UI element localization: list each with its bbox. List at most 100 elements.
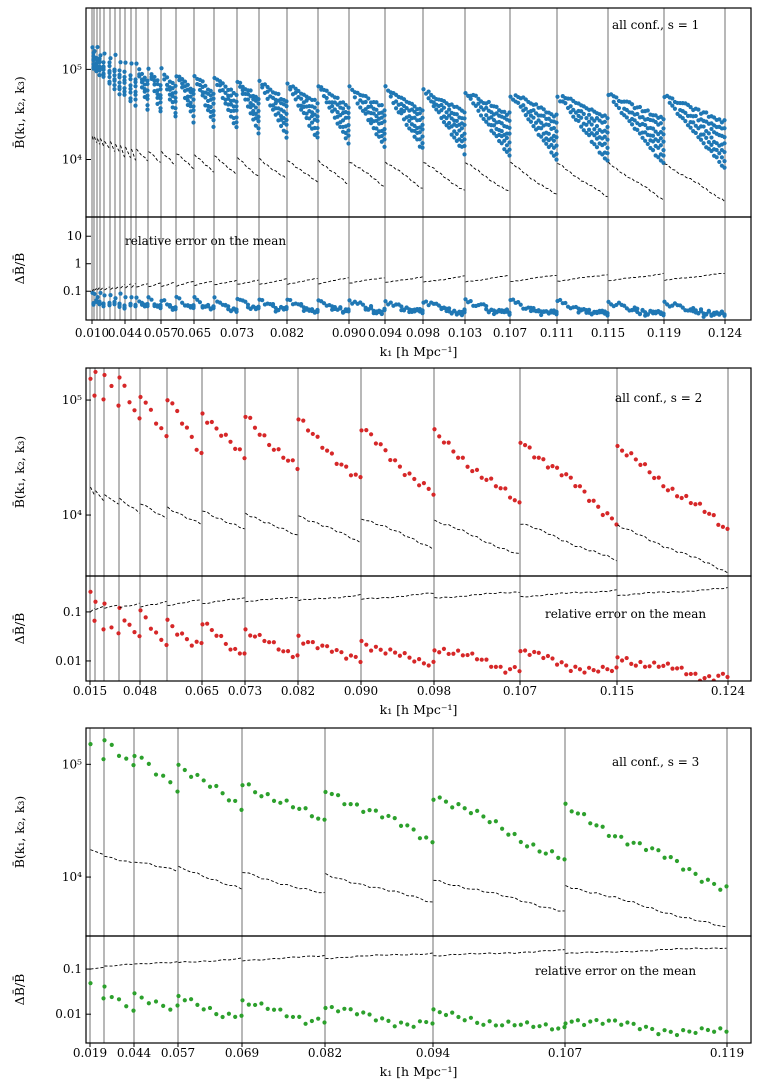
data-point	[502, 109, 507, 114]
data-point	[717, 151, 722, 156]
error-point	[545, 653, 551, 659]
data-point	[211, 108, 216, 114]
error-point	[398, 1020, 404, 1025]
error-point	[95, 295, 100, 300]
error-point	[305, 639, 311, 645]
data-point	[343, 136, 348, 141]
data-point	[159, 426, 164, 431]
data-point	[234, 108, 239, 113]
data-point	[248, 415, 253, 421]
error-point	[189, 997, 194, 1002]
x-tick-label: 0.111	[540, 326, 574, 340]
error-point	[625, 1020, 630, 1025]
data-point	[158, 109, 163, 114]
error-point	[191, 303, 196, 308]
error-point	[175, 632, 180, 637]
model-error-curve	[510, 274, 557, 283]
data-point	[507, 140, 512, 145]
error-point	[487, 1019, 492, 1024]
data-point	[531, 115, 536, 120]
y-tick-label: 10⁵	[62, 62, 82, 76]
data-point	[716, 522, 721, 527]
data-point	[712, 881, 717, 887]
error-point	[481, 1022, 486, 1027]
data-point	[507, 495, 513, 500]
data-point	[456, 455, 461, 460]
model-curve	[361, 518, 434, 550]
data-point	[589, 122, 594, 127]
error-point	[668, 1029, 673, 1034]
data-point	[185, 98, 190, 103]
data-point	[605, 130, 610, 135]
error-point	[605, 667, 610, 672]
error-frame	[85, 216, 752, 321]
data-point	[420, 127, 425, 132]
data-point	[507, 147, 512, 152]
x-tick-label: 0.090	[344, 684, 378, 698]
data-point	[486, 99, 491, 105]
error-point	[527, 652, 532, 658]
error-point	[498, 664, 503, 669]
error-point	[680, 305, 685, 310]
data-point	[705, 877, 711, 882]
error-point	[252, 634, 258, 639]
data-point	[122, 74, 127, 80]
data-point	[97, 59, 102, 65]
model-curve	[242, 872, 325, 894]
data-point	[512, 498, 517, 503]
data-point	[431, 797, 436, 802]
error-point	[421, 661, 426, 666]
data-point	[679, 495, 684, 501]
x-tick-label: 0.048	[123, 684, 157, 698]
error-point	[265, 1006, 270, 1011]
error-point	[281, 649, 286, 654]
data-point	[374, 126, 379, 131]
error-point	[559, 660, 564, 665]
data-point	[484, 105, 489, 110]
error-point	[619, 658, 625, 663]
panel-s3: 10⁵ 10⁴ 0.1 0.01 0.019 0.044 0.057 0.069 0.082 0.…	[12, 727, 752, 1079]
data-point	[260, 85, 265, 90]
x-tick-label: 0.115	[600, 684, 634, 698]
data-point	[371, 111, 376, 116]
data-point	[484, 477, 489, 483]
data-point	[722, 126, 727, 131]
error-point	[92, 618, 97, 623]
error-point	[706, 309, 711, 314]
data-point	[315, 125, 320, 131]
data-point	[162, 72, 167, 77]
error-point	[712, 1029, 717, 1034]
data-point	[107, 60, 112, 65]
data-point	[481, 116, 486, 122]
data-point	[340, 106, 346, 111]
data-point	[346, 141, 351, 146]
data-point	[358, 474, 363, 480]
data-point	[165, 75, 170, 80]
data-point	[420, 145, 425, 150]
error-point	[211, 304, 216, 309]
data-point	[265, 792, 270, 797]
data-point	[447, 107, 452, 112]
data-point	[367, 808, 372, 813]
data-point	[223, 84, 228, 89]
error-point	[426, 663, 431, 668]
data-point	[493, 484, 498, 489]
error-point	[154, 630, 159, 635]
data-point	[128, 77, 133, 82]
model-error-curve	[119, 602, 140, 609]
data-point	[499, 141, 504, 146]
data-point	[340, 100, 346, 105]
error-point	[271, 1007, 277, 1012]
error-point	[392, 1024, 397, 1029]
data-point	[579, 109, 584, 114]
data-point	[312, 97, 317, 102]
data-point	[112, 73, 117, 78]
data-point	[541, 113, 546, 118]
data-point	[175, 408, 180, 414]
data-point	[102, 51, 107, 56]
x-tick-label: 0.057	[144, 326, 178, 340]
error-point	[424, 1019, 429, 1025]
data-point	[696, 135, 701, 140]
data-point	[420, 141, 425, 146]
data-point	[668, 855, 673, 860]
